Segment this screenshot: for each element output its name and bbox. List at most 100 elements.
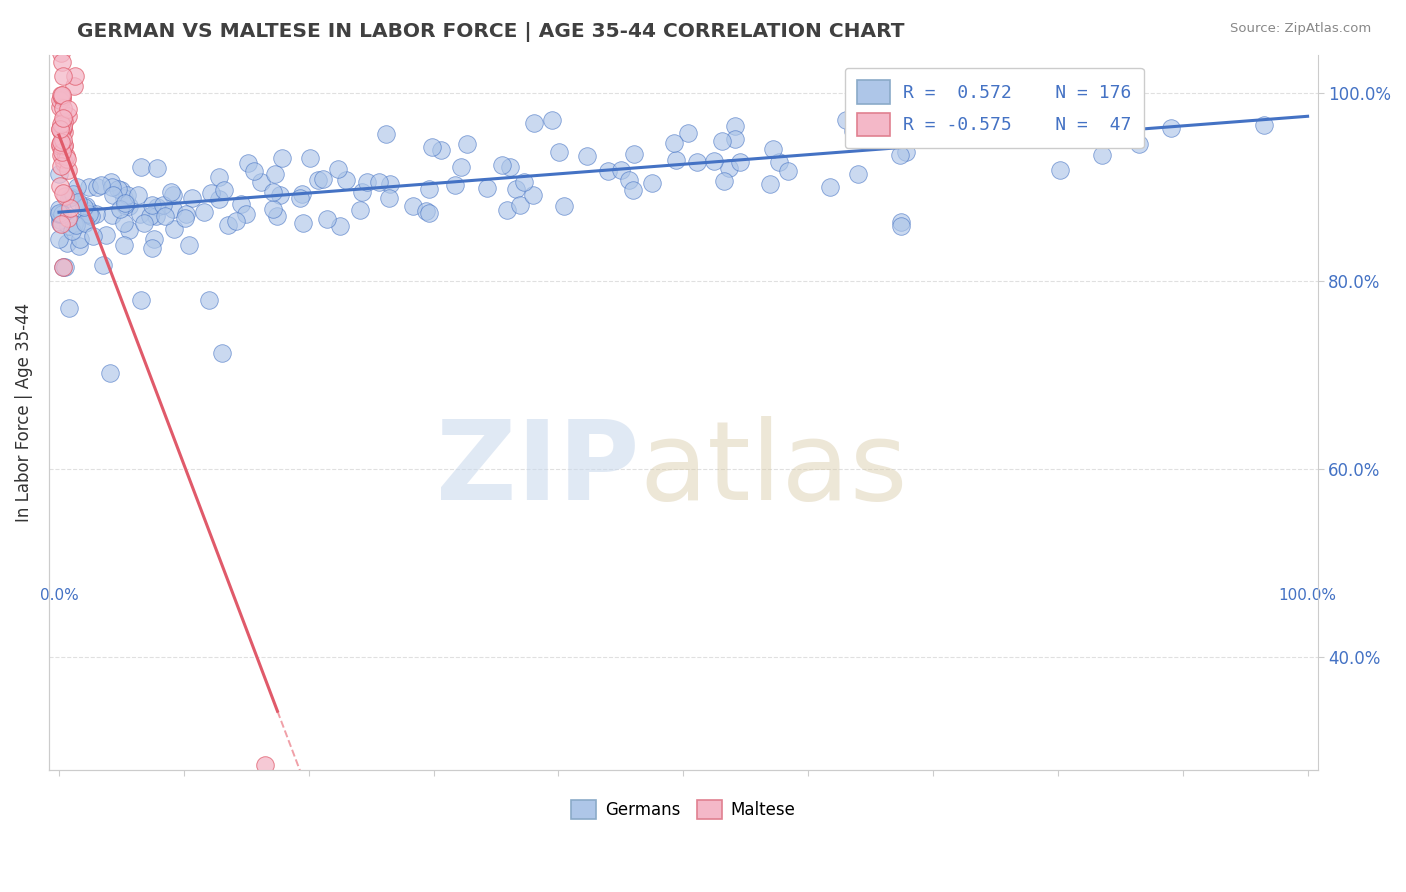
Point <box>375 127 398 141</box>
Point <box>291 187 314 202</box>
Point <box>134 216 156 230</box>
Point <box>180 191 202 205</box>
Point <box>48 167 70 181</box>
Point <box>51 92 73 106</box>
Point <box>53 138 76 153</box>
Point <box>75 216 97 230</box>
Point <box>115 187 138 202</box>
Point <box>352 185 374 199</box>
Point <box>617 172 640 186</box>
Point <box>67 194 90 209</box>
Point <box>415 203 437 218</box>
Text: atlas: atlas <box>638 417 907 524</box>
Point <box>596 163 619 178</box>
Text: Source: ZipAtlas.com: Source: ZipAtlas.com <box>1230 22 1371 36</box>
Point <box>610 162 633 177</box>
Point <box>730 154 752 169</box>
Point <box>62 186 84 201</box>
Point <box>243 164 266 178</box>
Point <box>249 175 271 189</box>
Point <box>163 221 186 235</box>
Point <box>380 177 402 191</box>
Point <box>758 178 780 192</box>
Point <box>63 79 86 94</box>
Point <box>60 224 83 238</box>
Point <box>665 153 688 167</box>
Text: 100.0%: 100.0% <box>1278 588 1337 603</box>
Point <box>51 55 73 70</box>
Point <box>79 180 101 194</box>
Point <box>52 133 75 147</box>
Point <box>174 207 197 221</box>
Point <box>1253 118 1275 132</box>
Point <box>69 231 91 245</box>
Point <box>576 149 599 163</box>
Point <box>58 301 80 315</box>
Point <box>1160 120 1182 135</box>
Point <box>49 45 72 60</box>
Point <box>48 121 70 136</box>
Point <box>52 186 75 201</box>
Point <box>73 214 96 228</box>
Point <box>86 207 108 221</box>
Point <box>49 139 72 153</box>
Point <box>48 232 70 246</box>
Point <box>79 209 101 223</box>
Point <box>703 154 725 169</box>
Point <box>56 219 79 234</box>
Point <box>49 100 72 114</box>
Point <box>56 235 79 250</box>
Point <box>768 154 790 169</box>
Point <box>52 111 75 125</box>
Point <box>52 115 75 129</box>
Point <box>49 87 72 102</box>
Point <box>51 260 73 274</box>
Point <box>271 151 294 165</box>
Point <box>86 179 108 194</box>
Text: 0.0%: 0.0% <box>39 588 79 603</box>
Point <box>835 113 858 128</box>
Point <box>49 93 72 107</box>
Point <box>59 201 82 215</box>
Point <box>141 241 163 255</box>
Point <box>641 176 664 190</box>
Point <box>79 207 101 221</box>
Point <box>51 153 73 167</box>
Point <box>65 219 87 233</box>
Point <box>53 156 76 170</box>
Point <box>890 219 912 233</box>
Point <box>52 119 75 133</box>
Point <box>145 209 167 223</box>
Point <box>253 758 276 772</box>
Point <box>418 182 440 196</box>
Point <box>522 187 544 202</box>
Point <box>129 293 152 308</box>
Point <box>450 160 472 174</box>
Point <box>49 217 72 231</box>
Point <box>56 162 79 177</box>
Point <box>548 145 571 159</box>
Point <box>177 238 200 252</box>
Point <box>52 139 75 153</box>
Point <box>890 215 912 229</box>
Point <box>505 182 527 196</box>
Point <box>778 163 800 178</box>
Point <box>127 188 149 202</box>
Point <box>368 175 391 189</box>
Point <box>316 212 339 227</box>
Point <box>1080 116 1102 130</box>
Point <box>53 111 76 125</box>
Point <box>193 205 215 219</box>
Point <box>262 202 284 216</box>
Point <box>1128 137 1150 152</box>
Point <box>540 112 562 127</box>
Point <box>378 191 401 205</box>
Point <box>880 128 903 143</box>
Point <box>198 293 221 307</box>
Point <box>356 175 378 189</box>
Point <box>335 173 357 187</box>
Y-axis label: In Labor Force | Age 35-44: In Labor Force | Age 35-44 <box>15 303 32 522</box>
Point <box>52 260 75 274</box>
Point <box>269 188 291 202</box>
Point <box>477 181 499 195</box>
